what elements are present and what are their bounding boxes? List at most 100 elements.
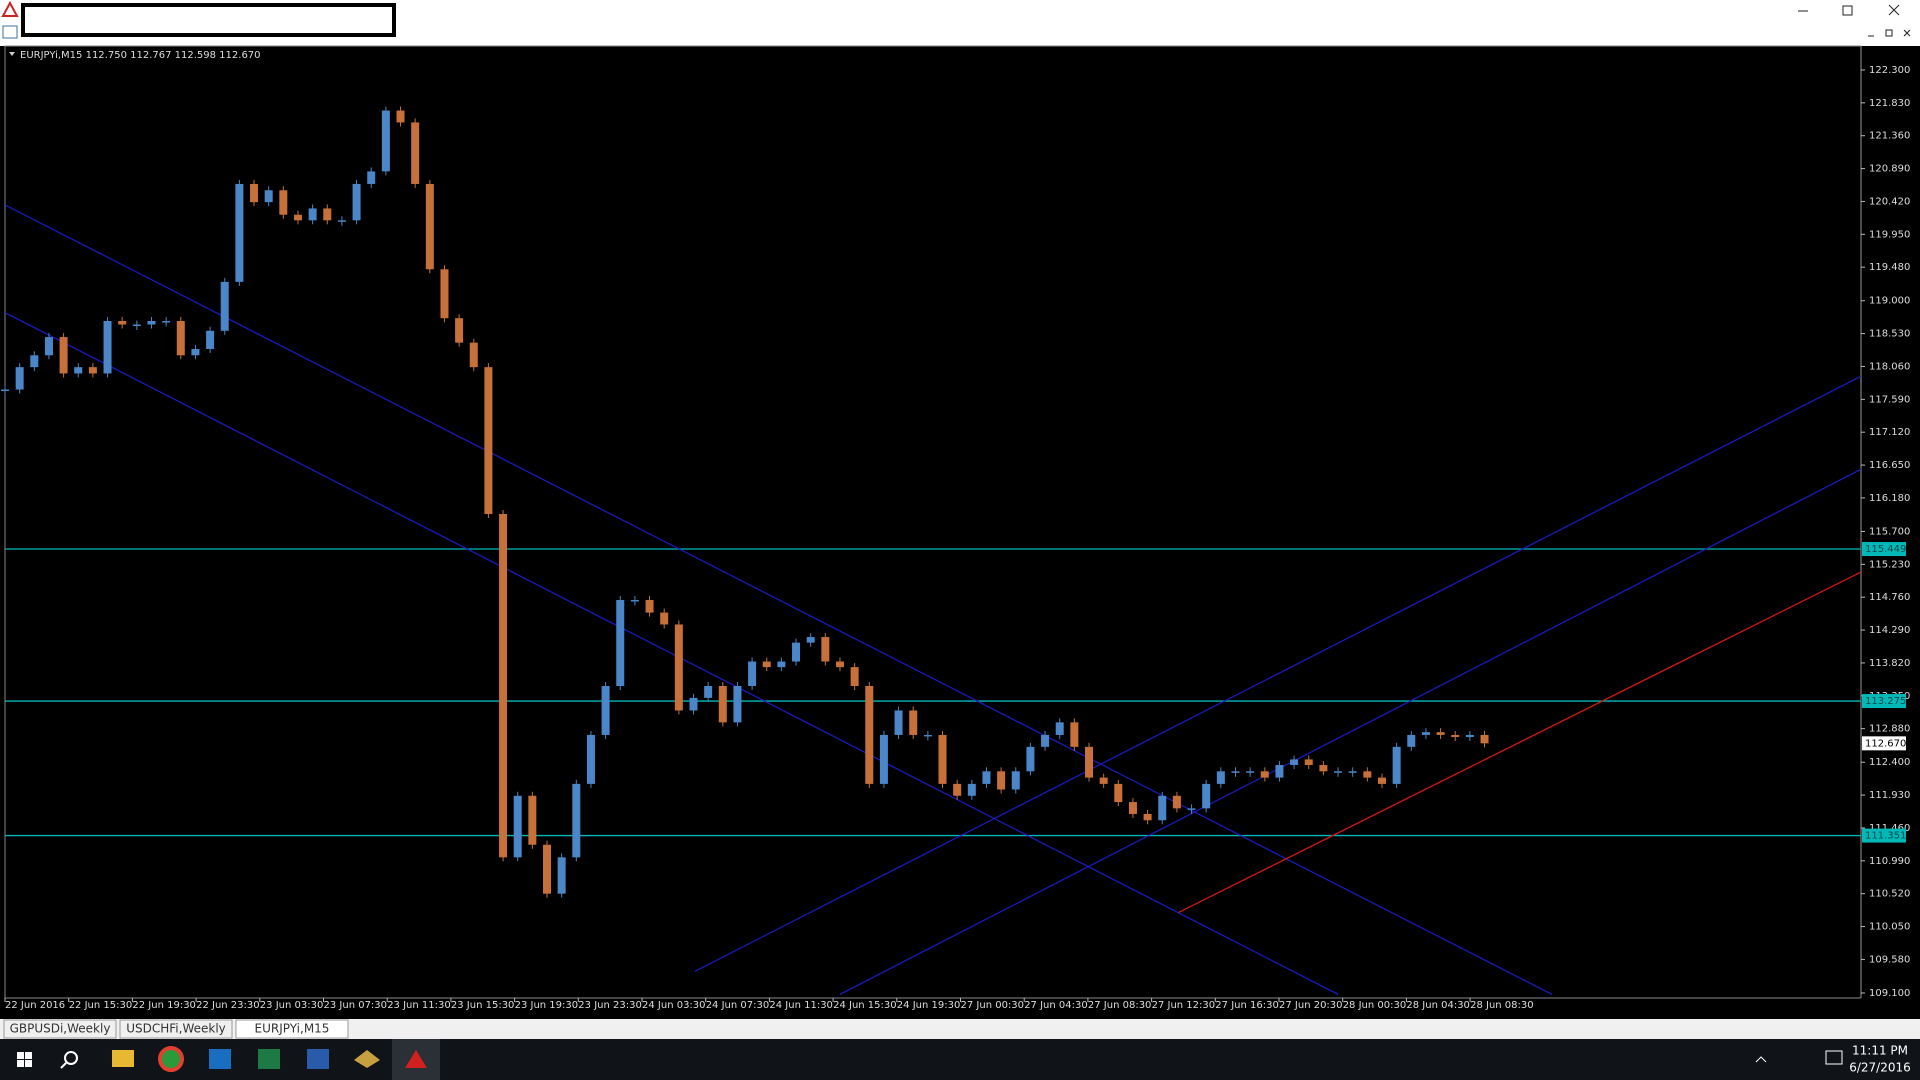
x-tick-label: 24 Jun 19:30 [897, 1000, 961, 1011]
y-tick-label: 119.000 [1869, 296, 1910, 307]
candle [718, 686, 727, 723]
price-axis [1861, 46, 1920, 1019]
candle [469, 342, 478, 368]
candle [1187, 808, 1196, 810]
candle [806, 637, 815, 643]
candle [411, 122, 420, 184]
candle [323, 208, 332, 221]
candle [1085, 746, 1094, 778]
y-tick-label: 114.760 [1869, 592, 1910, 603]
tab[interactable] [235, 1019, 349, 1039]
candle [455, 318, 464, 343]
app-icon-2[interactable] [354, 1050, 380, 1068]
chrome-icon[interactable] [158, 1046, 184, 1072]
trend-line [1178, 571, 1861, 914]
candle [1128, 802, 1137, 814]
x-tick-label: 22 Jun 19:30 [132, 1000, 196, 1011]
y-tick-label: 109.100 [1869, 988, 1910, 999]
candle [630, 599, 639, 602]
candle [909, 710, 918, 735]
candle [1, 389, 9, 392]
explorer-icon[interactable] [112, 1050, 134, 1067]
mt-icon[interactable] [405, 1050, 427, 1068]
x-tick-label: 22 Jun 15:30 [69, 1000, 133, 1011]
x-tick-label: 27 Jun 12:30 [1152, 1000, 1216, 1011]
level-label-box [1862, 694, 1906, 709]
tab-bar [0, 1019, 1920, 1039]
y-tick-label: 119.950 [1869, 229, 1910, 240]
candle [1011, 771, 1020, 790]
x-tick-label: 23 Jun 03:30 [260, 1000, 324, 1011]
menu-icon[interactable] [2, 25, 18, 39]
candle [1143, 813, 1152, 821]
child-restore[interactable] [1885, 29, 1893, 37]
candle [557, 857, 566, 894]
outlook-icon[interactable] [209, 1049, 231, 1069]
window-buttons [1798, 4, 1911, 37]
candle [88, 367, 97, 374]
x-tick-label: 23 Jun 15:30 [451, 1000, 515, 1011]
candle [543, 844, 552, 894]
y-tick-label: 116.650 [1869, 460, 1910, 471]
y-tick-label: 113.820 [1869, 658, 1910, 669]
y-tick-label: 122.300 [1869, 65, 1910, 76]
start-button[interactable] [17, 1052, 32, 1067]
chart-header: EURJPYi,M15 112.750 112.767 112.598 112.… [20, 50, 261, 61]
x-tick-label: 27 Jun 20:30 [1279, 1000, 1343, 1011]
restore[interactable] [1842, 5, 1853, 16]
trend-line [5, 204, 1553, 995]
candle [132, 324, 141, 327]
candle [1465, 734, 1474, 738]
plot-area [4, 45, 1862, 999]
candle [220, 281, 229, 331]
x-tick-label: 27 Jun 08:30 [1088, 1000, 1152, 1011]
candle [484, 367, 493, 514]
taskbar [0, 1039, 1920, 1080]
candle [147, 321, 156, 325]
candle [1392, 746, 1401, 784]
candle [1055, 722, 1064, 735]
x-tick-label: 24 Jun 11:30 [769, 1000, 833, 1011]
candle [352, 183, 361, 221]
candle [1480, 734, 1489, 744]
trend-line [839, 468, 1861, 995]
tray-arrow[interactable] [1755, 1056, 1767, 1063]
candle [967, 783, 976, 796]
candle [1290, 759, 1299, 766]
candle [953, 783, 962, 796]
y-tick-label: 115.700 [1869, 526, 1910, 537]
x-tick-label: 28 Jun 04:30 [1406, 1000, 1470, 1011]
tab[interactable] [119, 1019, 233, 1039]
candle [1275, 765, 1284, 778]
y-tick-label: 121.360 [1869, 131, 1910, 142]
level-label: 111.351 [1865, 831, 1906, 842]
candle [1421, 732, 1430, 735]
candle [1172, 795, 1181, 809]
search-icon[interactable] [64, 1051, 78, 1065]
candle [1070, 722, 1079, 747]
excel-icon[interactable] [258, 1049, 280, 1069]
tab-label: EURJPYi,M15 [255, 1022, 330, 1036]
x-tick-label: 24 Jun 03:30 [642, 1000, 706, 1011]
candle [1231, 771, 1240, 773]
close[interactable] [1888, 4, 1900, 16]
header-arrow [9, 52, 15, 56]
notifications[interactable] [1825, 1050, 1843, 1065]
app-icon [1, 0, 19, 17]
tab[interactable] [3, 1019, 117, 1039]
candle [777, 661, 786, 668]
candle [337, 220, 346, 222]
candle [206, 330, 215, 349]
child-close[interactable] [1903, 29, 1911, 37]
trend-line [5, 312, 1339, 995]
word-icon[interactable] [307, 1049, 329, 1069]
candle [982, 771, 991, 784]
candle [704, 686, 713, 698]
candle [865, 686, 874, 784]
candle [264, 190, 273, 203]
candle [528, 795, 537, 845]
tab-label: USDCHFi,Weekly [126, 1022, 226, 1036]
trend-line [694, 375, 1861, 972]
y-tick-label: 118.530 [1869, 329, 1910, 340]
